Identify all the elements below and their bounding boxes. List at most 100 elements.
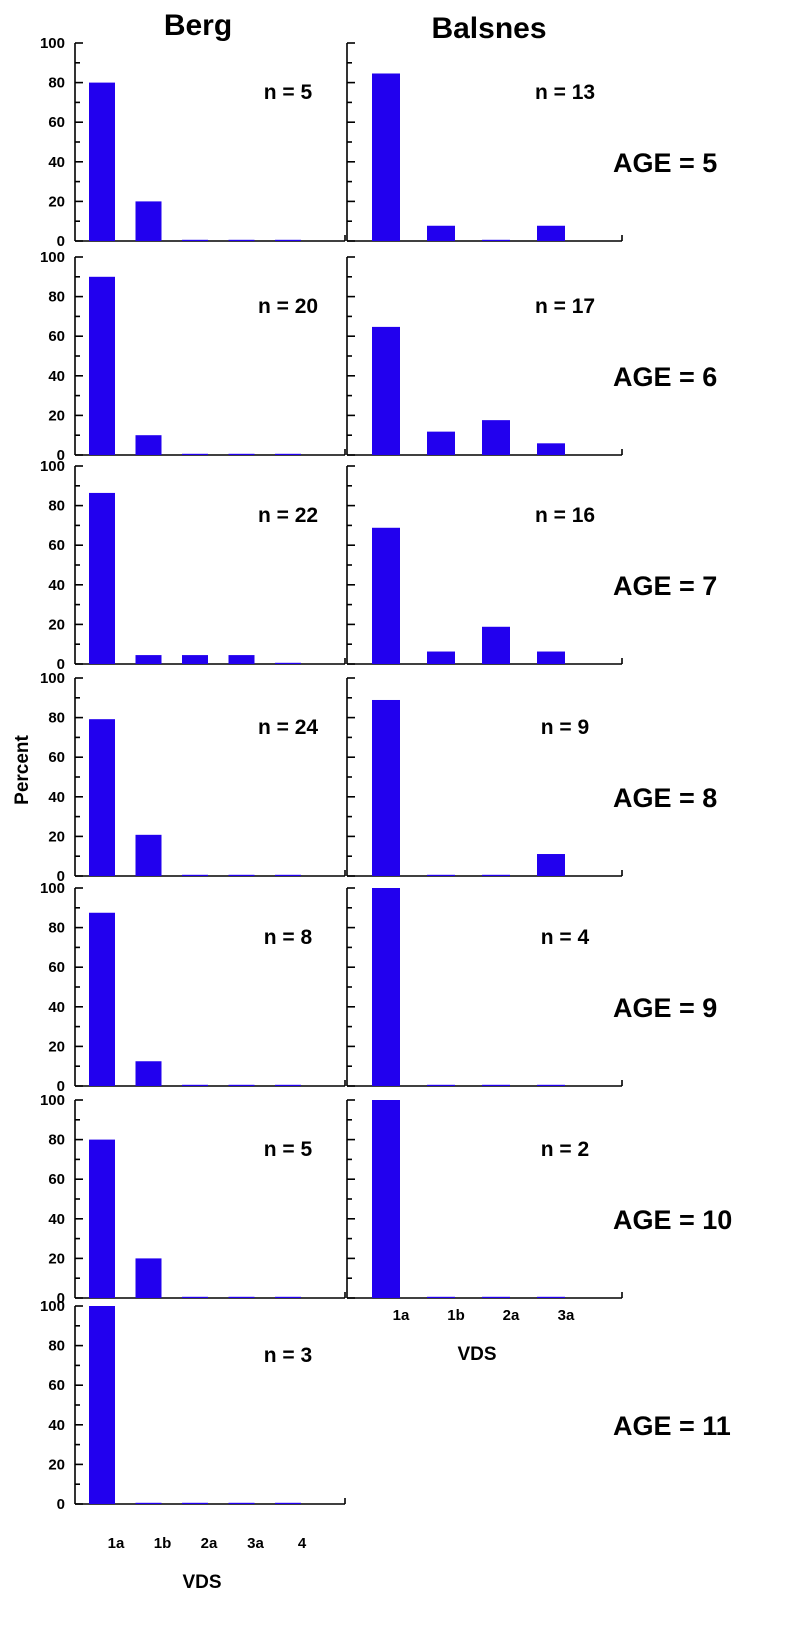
balsnes-x-tick-label-2a: 2a xyxy=(503,1307,520,1324)
y-tick-label-row-5-0: 0 xyxy=(57,1290,65,1307)
y-tick-label-row-4-0: 0 xyxy=(57,1078,65,1095)
berg-bar-row-3-4 xyxy=(275,874,301,876)
berg-bar-row-4-3a xyxy=(228,1084,255,1086)
berg-bar-row-3-1b xyxy=(135,834,162,876)
y-tick-label-row-2-60: 60 xyxy=(48,537,65,554)
berg-x-tick-label-1b: 1b xyxy=(154,1535,172,1552)
y-tick-label-row-5-100: 100 xyxy=(40,1092,65,1109)
berg-bar-row-6-1a xyxy=(89,1306,115,1504)
y-tick-label-row-4-100: 100 xyxy=(40,880,65,897)
berg-bar-row-6-3a xyxy=(228,1502,255,1504)
berg-bar-row-5-1b xyxy=(135,1258,162,1298)
berg-n-label-row-2: n = 22 xyxy=(258,504,318,527)
y-tick-label-row-3-40: 40 xyxy=(48,789,65,806)
y-tick-label-row-1-100: 100 xyxy=(40,249,65,266)
y-tick-label-row-6-60: 60 xyxy=(48,1377,65,1394)
balsnes-bar-row-3-3a xyxy=(537,854,565,876)
y-tick-label-row-2-0: 0 xyxy=(57,656,65,673)
y-tick-label-row-0-40: 40 xyxy=(48,154,65,171)
berg-n-label-row-6: n = 3 xyxy=(264,1344,312,1367)
balsnes-n-label-row-1: n = 17 xyxy=(535,295,595,318)
balsnes-x-tick-label-1b: 1b xyxy=(447,1307,465,1324)
berg-bar-row-1-4 xyxy=(275,453,301,455)
berg-x-axis-title: VDS xyxy=(182,1572,221,1593)
y-tick-label-row-4-20: 20 xyxy=(48,1038,65,1055)
y-tick-label-row-6-20: 20 xyxy=(48,1456,65,1473)
y-tick-label-row-2-100: 100 xyxy=(40,458,65,475)
balsnes-bar-row-3-1b xyxy=(427,874,455,876)
berg-n-label-row-1: n = 20 xyxy=(258,295,318,318)
balsnes-bar-row-4-1a xyxy=(372,888,400,1086)
balsnes-bar-row-2-1b xyxy=(427,651,455,664)
balsnes-n-label-row-0: n = 13 xyxy=(535,81,595,104)
berg-bar-row-4-2a xyxy=(182,1084,208,1086)
y-tick-label-row-0-20: 20 xyxy=(48,193,65,210)
age-label-row-5: AGE = 10 xyxy=(613,1205,732,1235)
age-label-row-3: AGE = 8 xyxy=(613,783,717,813)
berg-bar-row-3-1a xyxy=(89,719,115,876)
balsnes-bar-row-0-2a xyxy=(482,239,510,241)
y-tick-label-row-6-40: 40 xyxy=(48,1417,65,1434)
berg-bar-row-2-3a xyxy=(228,655,255,664)
berg-bar-row-4-4 xyxy=(275,1084,301,1086)
age-label-row-0: AGE = 5 xyxy=(613,148,717,178)
berg-bar-row-1-1a xyxy=(89,276,115,455)
berg-bar-row-5-2a xyxy=(182,1296,208,1298)
berg-n-label-row-4: n = 8 xyxy=(264,926,313,949)
y-tick-label-row-1-40: 40 xyxy=(48,368,65,385)
berg-bar-row-2-1b xyxy=(135,655,162,664)
berg-bar-row-2-4 xyxy=(275,662,301,664)
berg-bar-row-6-1b xyxy=(135,1502,162,1504)
berg-n-label-row-3: n = 24 xyxy=(258,716,318,739)
y-tick-label-row-4-60: 60 xyxy=(48,959,65,976)
berg-n-label-row-0: n = 5 xyxy=(264,81,313,104)
balsnes-bar-row-2-1a xyxy=(372,527,400,664)
berg-bar-row-1-2a xyxy=(182,453,208,455)
y-tick-label-row-0-100: 100 xyxy=(40,35,65,52)
y-tick-label-row-3-100: 100 xyxy=(40,670,65,687)
berg-bar-row-4-1b xyxy=(135,1061,162,1086)
age-label-row-6: AGE = 11 xyxy=(613,1411,731,1441)
balsnes-bar-row-4-2a xyxy=(482,1084,510,1086)
balsnes-bar-row-5-1a xyxy=(372,1100,400,1298)
balsnes-bar-row-4-1b xyxy=(427,1084,455,1086)
y-tick-label-row-0-0: 0 xyxy=(57,233,65,250)
balsnes-bar-row-3-2a xyxy=(482,874,510,876)
balsnes-bar-row-1-1b xyxy=(427,431,455,455)
column-title-berg: Berg xyxy=(164,9,232,42)
y-tick-label-row-1-60: 60 xyxy=(48,328,65,345)
berg-x-tick-label-2a: 2a xyxy=(201,1535,218,1552)
age-label-row-1: AGE = 6 xyxy=(613,362,717,392)
y-tick-label-row-4-80: 80 xyxy=(48,920,65,937)
balsnes-bar-row-1-3a xyxy=(537,443,565,455)
balsnes-bar-row-3-1a xyxy=(372,699,400,876)
berg-n-label-row-5: n = 5 xyxy=(264,1138,313,1161)
y-tick-label-row-5-80: 80 xyxy=(48,1132,65,1149)
balsnes-n-label-row-5: n = 2 xyxy=(541,1138,589,1161)
y-tick-label-row-5-40: 40 xyxy=(48,1211,65,1228)
age-label-row-4: AGE = 9 xyxy=(613,993,717,1023)
y-tick-label-row-2-40: 40 xyxy=(48,577,65,594)
balsnes-bar-row-1-1a xyxy=(372,326,400,455)
balsnes-bar-row-4-3a xyxy=(537,1084,565,1086)
berg-bar-row-5-1a xyxy=(89,1139,115,1298)
berg-bar-row-3-2a xyxy=(182,874,208,876)
y-tick-label-row-3-60: 60 xyxy=(48,749,65,766)
y-tick-label-row-2-20: 20 xyxy=(48,616,65,633)
balsnes-x-tick-label-1a: 1a xyxy=(393,1307,410,1324)
y-tick-label-row-0-80: 80 xyxy=(48,75,65,92)
berg-bar-row-2-2a xyxy=(182,655,208,664)
y-tick-label-row-4-40: 40 xyxy=(48,999,65,1016)
y-tick-label-row-6-80: 80 xyxy=(48,1338,65,1355)
y-tick-label-row-3-20: 20 xyxy=(48,828,65,845)
balsnes-bar-row-0-1b xyxy=(427,225,455,241)
y-tick-label-row-6-0: 0 xyxy=(57,1496,65,1513)
berg-bar-row-0-4 xyxy=(275,239,301,241)
balsnes-bar-row-5-3a xyxy=(537,1296,565,1298)
berg-bar-row-2-1a xyxy=(89,492,115,664)
berg-bar-row-6-4 xyxy=(275,1502,301,1504)
balsnes-bar-row-0-1a xyxy=(372,73,400,241)
berg-bar-row-5-4 xyxy=(275,1296,301,1298)
